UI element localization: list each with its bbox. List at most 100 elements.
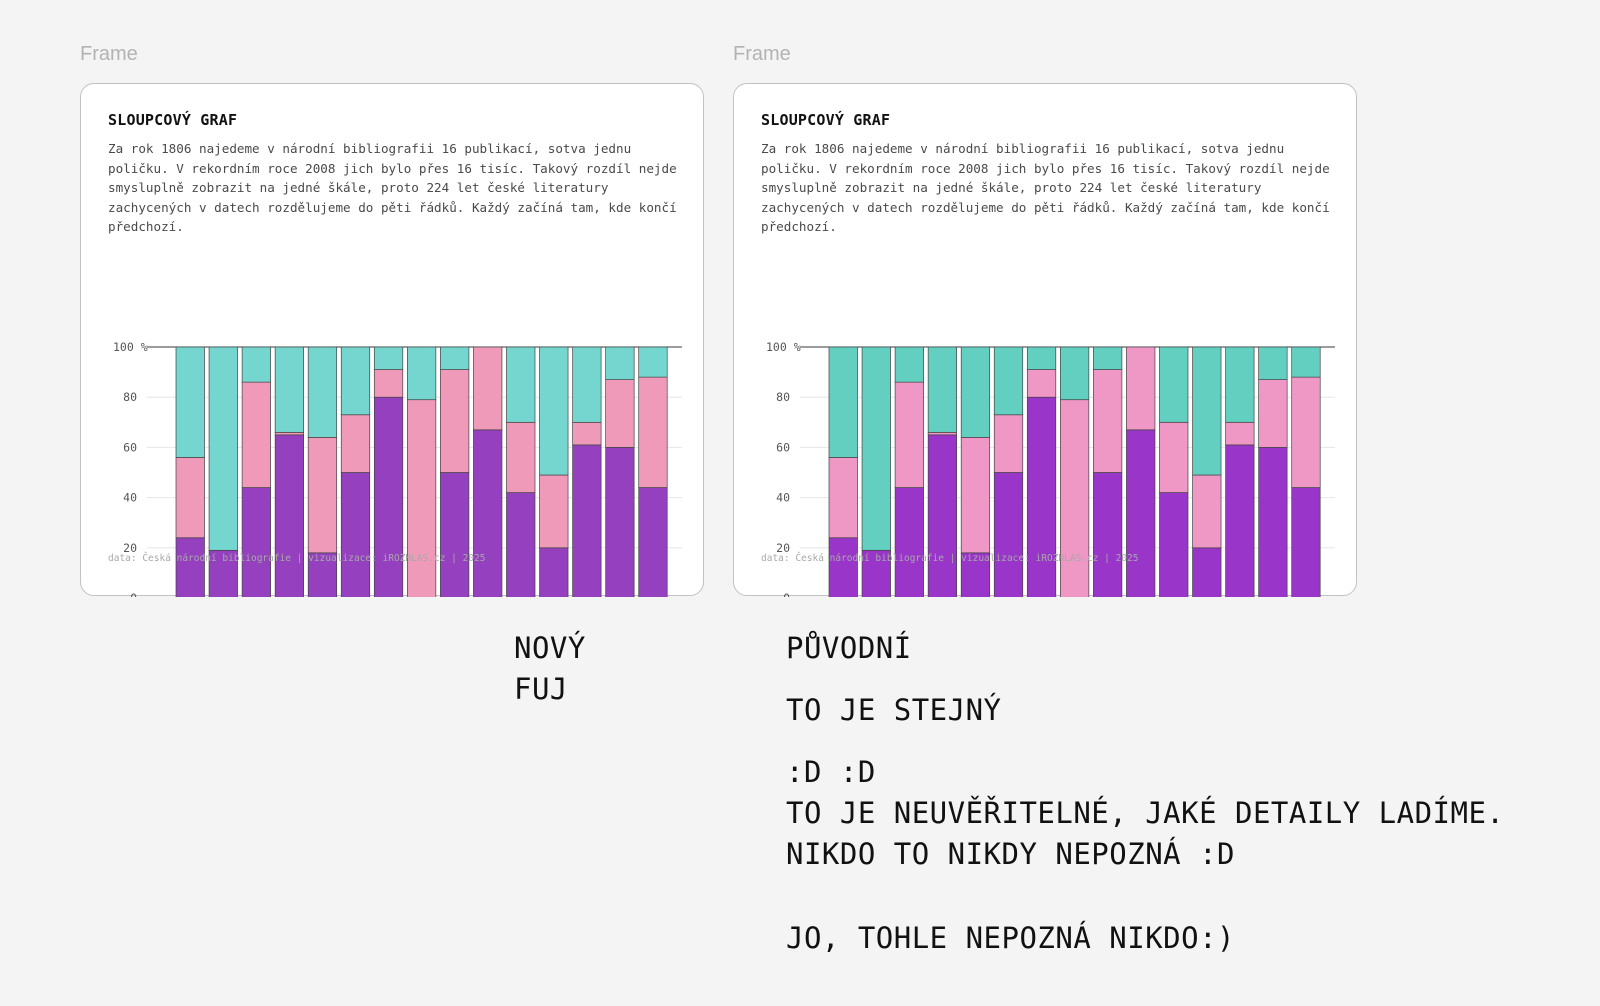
chart-credit: data: Česká národní bibliografie | vizua… [108,553,486,564]
frame-label: Frame [733,43,791,65]
bar-segment-purple [894,487,924,597]
note-line: NIKDO TO NIKDY NEPOZNÁ :D [786,837,1235,871]
chart-description: Za rok 1806 najedeme v národní bibliogra… [761,141,1330,234]
bar-segment-pink [1126,346,1156,431]
bar-segment-pink [539,474,569,549]
bar-segment-teal [1258,346,1288,380]
bar-segment-purple [473,429,503,597]
y-tick-label: 80 [123,390,137,404]
bar-segment-teal [993,346,1024,416]
bar-segment-pink [1093,369,1123,473]
bar-segment-purple [1225,444,1255,597]
bar-segment-pink [1258,379,1288,448]
bar-segment-pink [473,346,503,431]
bar-segment-purple [960,552,991,597]
bar-segment-purple [572,444,602,597]
stacked-bar-chart: 020406080100 %123456789101112131415 [113,340,682,597]
bar-segment-teal [572,346,602,423]
bar-segment-pink [440,369,470,473]
bar-segment-teal [1159,346,1189,423]
bar-segment-purple [1291,487,1321,597]
bar-segment-pink [1291,376,1321,488]
bar-segment-purple [1026,396,1057,597]
y-tick-label: 40 [123,491,137,505]
bar-segment-purple [1093,472,1123,597]
bar-segment-teal [1291,346,1321,378]
bar-segment-purple [208,549,238,597]
note-right-block: :D :D TO JE NEUVĚŘITELNÉ, JAKÉ DETAILY L… [786,752,1504,875]
bar-segment-teal [539,346,569,476]
chart-card-new: SLOUPCOVÝ GRAF Za rok 1806 najedeme v ná… [80,83,704,597]
bar-segment-purple [1126,429,1156,597]
bar-segment-teal [1192,346,1222,476]
bar-segment-teal [440,346,470,370]
bar-segment-pink [927,431,957,436]
bar-segment-pink [605,379,635,448]
bar-segment-purple [638,487,668,597]
bar-segment-pink [1026,369,1057,398]
chart-card-original: SLOUPCOVÝ GRAF Za rok 1806 najedeme v ná… [733,83,1357,597]
bar-segment-pink [241,381,271,488]
note-line: FUJ [514,672,568,706]
bar-segment-purple [274,434,304,597]
bar-segment-teal [175,346,205,458]
bar-segment-pink [960,437,991,554]
bar-segment-pink [1192,474,1222,549]
bar-segment-purple [927,434,957,597]
bar-segment-teal [241,346,271,383]
bar-segment-pink [307,437,338,554]
bar-segment-teal [828,346,858,458]
bar-segment-teal [927,346,957,433]
y-tick-label: 20 [123,541,137,555]
note-line: :D :D [786,755,876,789]
y-tick-label: 60 [123,440,137,454]
bar-segment-purple [605,447,635,597]
y-tick-label: 40 [776,491,790,505]
bar-segment-teal [340,346,371,416]
bar-segment-purple [1258,447,1288,597]
bar-segment-purple [175,537,205,597]
bar-segment-teal [307,346,338,438]
bar-segment-purple [828,537,858,597]
bar-segment-teal [1060,346,1090,401]
bar-segment-teal [605,346,635,380]
bar-segment-purple [373,396,404,597]
bar-segment-pink [638,376,668,488]
bar-segment-teal [894,346,924,383]
chart-description: Za rok 1806 najedeme v národní bibliogra… [108,141,677,234]
y-tick-label: 100 % [113,340,148,354]
note-left: NOVÝ FUJ [514,628,586,710]
bar-segment-teal [407,346,437,401]
bar-segment-pink [340,414,371,473]
bar-segment-pink [1159,421,1189,493]
chart-title: SLOUPCOVÝ GRAF [761,111,891,129]
bar-segment-pink [572,421,602,446]
bar-segment-pink [506,421,536,493]
bar-segment-teal [274,346,304,433]
bar-segment-teal [861,346,891,551]
note-right-line: TO JE STEJNÝ [786,693,1002,727]
bar-segment-purple [440,472,470,597]
frame-label: Frame [80,43,138,65]
y-tick-label: 80 [776,390,790,404]
chart-title: SLOUPCOVÝ GRAF [108,111,238,129]
bar-segment-teal [373,346,404,370]
bar-segment-purple [1192,547,1222,597]
bar-segment-teal [1026,346,1057,370]
bar-segment-teal [1225,346,1255,423]
bar-segment-purple [241,487,271,597]
bar-segment-pink [828,457,858,539]
bar-segment-purple [993,472,1024,597]
bar-segment-teal [638,346,668,378]
note-right-last: JO, TOHLE NEPOZNÁ NIKDO:) [786,921,1235,955]
bar-segment-pink [373,369,404,398]
y-tick-label: 100 % [766,340,801,354]
y-tick-label: 0 [130,591,137,597]
bar-segment-pink [894,381,924,488]
note-right-header: PŮVODNÍ [786,631,912,665]
bar-segment-pink [1060,399,1090,597]
y-tick-label: 20 [776,541,790,555]
bar-segment-purple [506,492,536,597]
bar-segment-teal [506,346,536,423]
bar-segment-teal [960,346,991,438]
